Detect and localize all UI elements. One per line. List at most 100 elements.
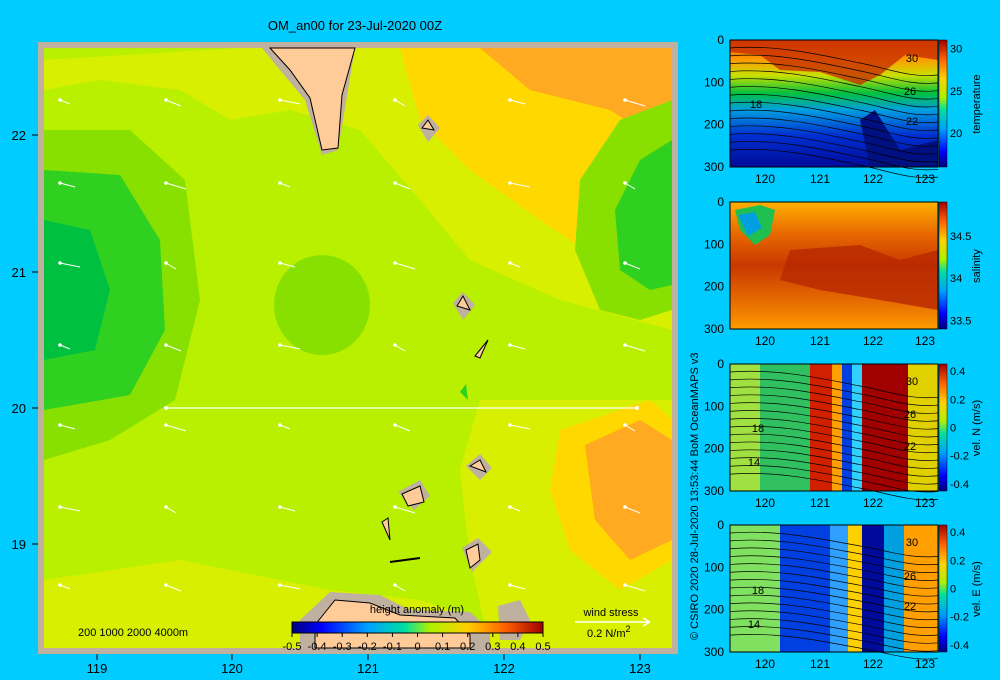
contour-line: [729, 370, 939, 399]
wind-arrow: [279, 99, 301, 105]
section-x-tick: 122: [863, 657, 883, 671]
contour-line: [729, 602, 939, 628]
contour-line: [729, 579, 939, 605]
island-land-6: [381, 517, 391, 541]
vel-e-band-4: [862, 525, 884, 652]
island-land-1: [421, 119, 435, 131]
region-orange-se: [585, 420, 672, 560]
section-colorbar-tick: 34: [950, 273, 962, 285]
contour-label: 22: [904, 441, 916, 453]
colorbar-tick-label: -0.5: [283, 641, 302, 653]
contour-line: [729, 441, 939, 469]
colorbar-tick-label: 0: [414, 641, 420, 653]
wind-arrow-head: [623, 505, 627, 509]
wind-arrow: [394, 182, 411, 190]
colorbar-tick-label: 0.1: [435, 641, 450, 653]
section-variable-label: temperature: [971, 74, 983, 133]
wind-arrow-head: [508, 261, 512, 265]
wind-arrow: [279, 262, 296, 268]
contour-line: [729, 70, 939, 100]
contour-line: [729, 586, 939, 613]
region-green-center: [274, 255, 370, 355]
temperature-cold-layer: [860, 110, 938, 167]
wind-arrow: [509, 344, 526, 350]
vel-n-band-5: [852, 364, 862, 491]
contour-line: [729, 86, 939, 116]
wind-arrow: [624, 424, 636, 432]
region-green-east: [615, 140, 672, 290]
wind-arrow-head: [164, 98, 168, 102]
wind-arrow-head: [623, 261, 627, 265]
wind-arrow: [394, 262, 416, 270]
region-green-west-inner: [44, 220, 110, 360]
colorbar-label: height anomaly (m): [370, 604, 464, 616]
colorbar-ticks: -0.5 -0.4 -0.3 -0.2 -0.1 0 0.1 0.2 0.3 0.4 0.5: [283, 633, 551, 653]
wind-scale-arrowhead: [642, 617, 651, 627]
wind-arrow: [394, 344, 406, 352]
x-tick-label: 121: [357, 661, 379, 676]
contour-line: [729, 46, 939, 76]
vel-e-band-2: [830, 525, 848, 652]
section-colorbar-tick: 0.2: [950, 555, 965, 567]
section-colorbar-tick: 25: [950, 86, 962, 98]
wind-arrow-head: [508, 181, 512, 185]
wind-arrow-head: [508, 423, 512, 427]
colorbar-tick-label: 0.3: [485, 641, 500, 653]
wind-arrow: [509, 182, 531, 188]
anomaly-colorbar: [291, 621, 544, 634]
wind-arrow: [59, 182, 76, 188]
contour-label: 22: [906, 116, 918, 128]
section-x-tick: 120: [755, 657, 775, 671]
section-depth-tick: 300: [704, 484, 724, 498]
island-land-8: [389, 557, 421, 563]
x-tick-label: 119: [87, 661, 108, 676]
wind-arrow: [165, 262, 177, 270]
temperature-frame: [729, 39, 939, 168]
section-x-tick: 123: [915, 172, 935, 186]
section-variable-label: vel. N (m/s): [971, 400, 983, 456]
contour-label: 18: [750, 99, 762, 111]
temperature-section: [729, 39, 939, 179]
wind-arrow-head: [58, 261, 62, 265]
contour-line: [729, 531, 939, 558]
contour-line: [729, 402, 939, 430]
wind-arrow-head: [278, 343, 282, 347]
contour-label: 26: [904, 571, 916, 583]
wind-arrow-head: [58, 98, 62, 102]
contour-label: 14: [748, 619, 760, 631]
section-x-tick: 121: [810, 657, 830, 671]
wind-arrow: [59, 506, 81, 512]
contour-line: [729, 78, 939, 108]
wind-arrow-head: [393, 423, 397, 427]
taiwan-land: [268, 47, 356, 151]
wind-arrow: [279, 506, 296, 512]
wind-arrow: [279, 344, 301, 350]
contour-label: 14: [748, 457, 760, 469]
section-variable-label: salinity: [971, 249, 983, 283]
section-x-tick: 120: [755, 496, 775, 510]
section-x-tick: 123: [915, 496, 935, 510]
y-tick-label: 21: [12, 265, 26, 280]
contour-line: [729, 54, 939, 84]
x-tick-label: 123: [629, 661, 651, 676]
section-depth-tick: 0: [717, 195, 724, 209]
wind-arrow-head: [508, 98, 512, 102]
section-x-tick: 121: [810, 496, 830, 510]
vel-n-band-2: [810, 364, 832, 491]
wind-arrow-head: [508, 583, 512, 587]
section-colorbar-tick: -0.2: [950, 451, 969, 463]
contour-label: 30: [906, 537, 918, 549]
vel-e-frame: [729, 524, 939, 653]
wind-arrow: [59, 262, 81, 268]
contour-label: 18: [752, 423, 764, 435]
wind-stress-arrows: [58, 98, 646, 592]
contour-line: [729, 457, 939, 485]
wind-arrow-head: [623, 181, 627, 185]
section-x-tick: 122: [863, 172, 883, 186]
wind-arrow: [165, 584, 182, 592]
wind-arrow-head: [164, 423, 168, 427]
wind-arrow: [624, 99, 646, 107]
contour-line: [729, 571, 939, 597]
wind-arrow-head: [278, 505, 282, 509]
wind-arrow-head: [393, 181, 397, 185]
